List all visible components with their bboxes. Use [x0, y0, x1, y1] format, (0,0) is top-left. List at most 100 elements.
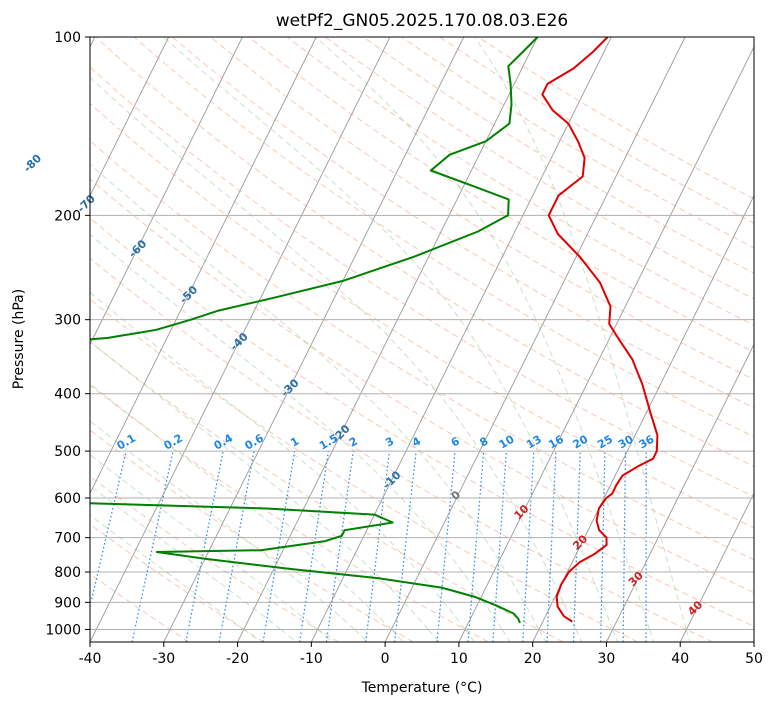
mixing-ratio-label: 25 [595, 433, 615, 452]
moist-adiabat [90, 291, 475, 642]
dry-adiabat [90, 66, 754, 498]
isotherm-label: -30 [278, 376, 301, 399]
y-tick-label: 200 [54, 208, 81, 224]
mixing-ratio-label: 4 [410, 434, 423, 449]
y-axis-ticks: 100 200 300 400 500 600 700 800 900 1000 [45, 30, 90, 638]
moist-adiabat [90, 485, 297, 642]
isotherm-label: -60 [126, 237, 149, 260]
mixing-ratio-line [298, 451, 330, 642]
mixing-ratio-line [365, 451, 391, 642]
warm-isotherm-label: 40 [685, 598, 705, 618]
dry-adiabat [324, 37, 754, 300]
y-tick-label: 800 [54, 565, 81, 581]
moist-adiabat [90, 514, 261, 642]
moist-adiabat [315, 37, 655, 642]
mixing-ratio-label: 0.1 [115, 432, 138, 453]
moist-adiabat [90, 340, 440, 642]
isotherm-label: -40 [228, 330, 251, 353]
mixing-ratio-label: 1 [288, 435, 301, 450]
mixing-ratio-label: 2 [347, 435, 360, 450]
x-tick-label: 10 [450, 651, 468, 667]
y-tick-label: 500 [54, 444, 81, 460]
dry-adiabat [210, 37, 754, 381]
mixing-ratio-line [467, 451, 485, 642]
dry-adiabat [90, 341, 564, 642]
moist-adiabat [90, 383, 404, 642]
dry-adiabat [439, 37, 754, 224]
mixing-ratio-line [185, 450, 224, 642]
x-axis-label: Temperature (°C) [361, 680, 483, 696]
plot-frame [89, 36, 755, 643]
x-tick-label: -30 [152, 651, 175, 667]
mixing-ratio-line [622, 451, 627, 642]
dry-adiabat [90, 573, 190, 642]
x-tick-label: -20 [226, 651, 249, 667]
mixing-ratio-line [262, 451, 296, 642]
isotherm-line [458, 45, 754, 642]
y-tick-label: 100 [54, 30, 81, 46]
dry-adiabat [171, 37, 754, 409]
mixing-ratio-label: 13 [524, 433, 544, 452]
y-tick-label: 400 [54, 387, 81, 403]
x-tick-label: -10 [300, 651, 323, 667]
y-tick-label: 700 [54, 531, 81, 547]
x-tick-label: -40 [79, 651, 102, 667]
warm-isotherm-label: 20 [570, 532, 590, 552]
dry-adiabat [90, 384, 489, 642]
mixing-ratio-label: 36 [637, 432, 657, 451]
isotherm-label: -10 [380, 468, 403, 491]
mixing-ratio-line [394, 451, 417, 642]
moist-adiabat [90, 420, 369, 642]
mixing-ratio-line [131, 450, 174, 642]
isotherm-line [237, 37, 538, 642]
dry-adiabat [90, 217, 754, 628]
isotherm-line [384, 37, 686, 642]
x-axis-ticks: -40 -30 -20 -10 0 10 20 30 40 50 [79, 642, 763, 667]
mixing-ratio-label: 3 [383, 435, 396, 450]
mixing-ratio-label: 8 [477, 435, 490, 450]
dry-adiabat [90, 102, 754, 529]
moist-adiabat [90, 163, 547, 642]
y-tick-label: 600 [54, 491, 81, 507]
chart-series [0, 37, 659, 624]
mixing-ratio-line [492, 451, 507, 642]
chart-grid [90, 37, 754, 642]
x-tick-label: 50 [745, 651, 763, 667]
y-tick-label: 900 [54, 595, 81, 611]
dry-adiabat [90, 475, 339, 642]
dewpoint-aloft-line [90, 37, 539, 341]
chart-title: wetPf2_GN05.2025.170.08.03.E26 [276, 11, 568, 31]
mixing-ratio-label: 0.6 [243, 431, 267, 452]
isotherm-line [90, 37, 170, 197]
temperature-line [541, 37, 659, 623]
isotherm-line [163, 37, 465, 642]
moist-adiabat [90, 454, 333, 642]
isotherm-line [532, 194, 754, 642]
isotherm-line [753, 640, 754, 642]
dewpoint-upper-line [0, 419, 86, 430]
x-tick-label: 20 [524, 651, 542, 667]
dry-adiabat [90, 257, 713, 642]
moist-adiabat [163, 37, 618, 642]
dry-adiabat [90, 178, 754, 594]
x-tick-label: 0 [381, 651, 390, 667]
isotherm-line [679, 492, 754, 642]
mixing-ratio-line [325, 451, 354, 642]
mixing-ratio-label: 6 [449, 434, 462, 449]
isotherm-line [90, 37, 391, 642]
dry-adiabat [90, 298, 639, 642]
mixing-ratio-line [218, 450, 255, 642]
mixing-ratio-label: 20 [571, 432, 591, 451]
y-tick-label: 1000 [45, 622, 81, 638]
moist-adiabat [90, 76, 582, 642]
moist-adiabat [90, 233, 511, 642]
dry-adiabat [477, 37, 754, 200]
isotherm-line [90, 37, 317, 495]
dry-adiabat [286, 37, 754, 326]
x-tick-label: 40 [671, 651, 689, 667]
mixing-ratio-label: 16 [546, 432, 566, 451]
isotherm-line [606, 343, 754, 642]
x-tick-label: 30 [598, 651, 616, 667]
mixing-ratio-line [546, 451, 557, 642]
